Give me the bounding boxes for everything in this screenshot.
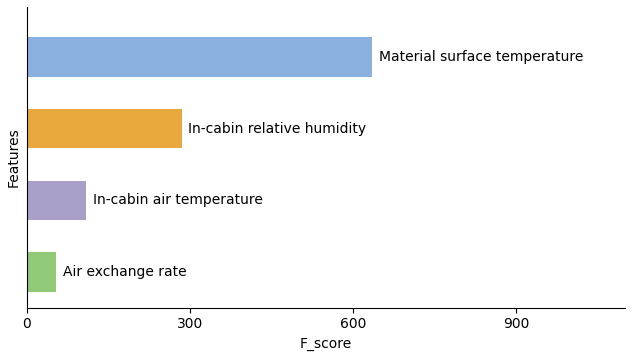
Text: Air exchange rate: Air exchange rate (63, 265, 186, 279)
Bar (27, 37, 372, 77)
Text: Material surface temperature: Material surface temperature (378, 50, 583, 64)
Bar (27, 181, 86, 220)
Bar (27, 252, 56, 292)
X-axis label: F_score: F_score (300, 337, 352, 351)
Bar (27, 109, 181, 149)
Y-axis label: Features: Features (7, 127, 21, 187)
Text: In-cabin air temperature: In-cabin air temperature (93, 193, 262, 207)
Text: In-cabin relative humidity: In-cabin relative humidity (188, 122, 366, 136)
